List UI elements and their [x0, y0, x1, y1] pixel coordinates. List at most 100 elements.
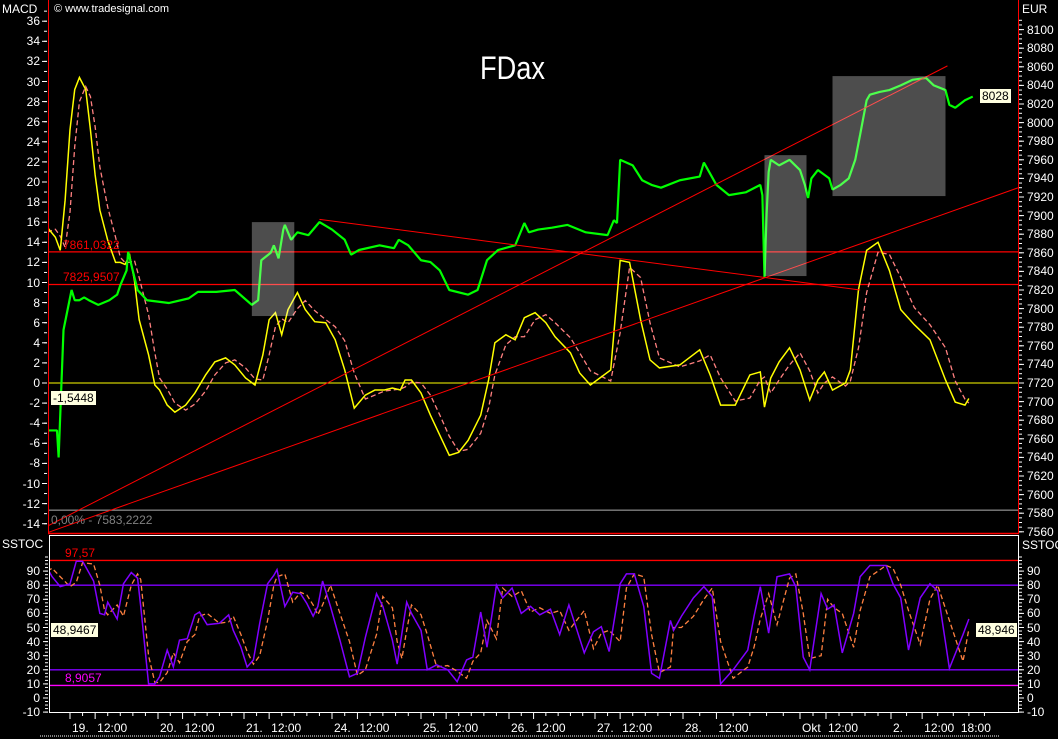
stoch-axis-tick-label-left: 50	[26, 620, 40, 635]
stoch-axis-tick-label-left: -10	[22, 705, 40, 720]
trendline	[49, 187, 1018, 533]
stoch-axis-tick-label-right: 50	[1027, 620, 1041, 635]
macd-axis-tick-label: 16	[26, 215, 40, 230]
stoch-panel	[50, 559, 1018, 687]
stoch-axis-tick-label-left: 0	[33, 691, 40, 705]
price-axis-tick-label: 7980	[1027, 134, 1054, 149]
stoch-axis-tick-label-right: 40	[1027, 634, 1041, 649]
macd-axis-tick-label: 32	[26, 54, 40, 69]
price-axis-tick-label: 7880	[1027, 227, 1054, 242]
time-axis-date-label: 2.	[893, 721, 904, 735]
last-stoch-label-right: 48,946	[976, 623, 1017, 637]
macd-axis-tick-label: 12	[26, 255, 40, 270]
chart-frame	[40, 0, 1024, 737]
time-axis-date-label: 21.	[246, 721, 263, 735]
price-axis-tick-label: 7600	[1027, 487, 1054, 502]
highlight-box	[832, 76, 946, 197]
horizontal-level-label: 0,00% - 7583,2222	[51, 513, 153, 528]
time-axis-time-label: 12:00	[359, 721, 390, 735]
price-axis-tick-label: 7900	[1027, 208, 1054, 223]
stoch-panel-border	[49, 535, 1019, 713]
time-axis-time-label: 12:00	[718, 721, 749, 735]
last-price-label: 8028	[980, 89, 1011, 103]
sstoc-label-right: SSTOC	[1022, 539, 1058, 551]
time-axis-time-label: 12:00	[535, 721, 566, 735]
price-axis-tick-label: 7860	[1027, 245, 1054, 260]
copyright-text[interactable]: © www.tradesignal.com	[54, 3, 170, 15]
time-axis-time-label: 12:00	[184, 721, 215, 735]
price-axis-tick-label: 8020	[1027, 97, 1054, 111]
macd-axis-tick-label: 22	[26, 154, 40, 169]
stoch-axis-tick-label-right: 10	[1027, 676, 1041, 691]
price-axis-tick-label: 7780	[1027, 320, 1054, 335]
time-axis-date-label: 25.	[423, 721, 440, 735]
stoch-axis-tick-label-left: 30	[26, 648, 40, 663]
price-axis-tick-label: 7940	[1027, 171, 1054, 186]
macd-axis-tick-label: 4	[33, 335, 40, 350]
macd-axis-tick-label: 8	[33, 295, 40, 310]
stoch-axis-tick-label-right: 0	[1027, 691, 1034, 705]
macd-axis-tick-label: 26	[26, 114, 40, 129]
macd-axis-label: MACD	[2, 2, 38, 16]
time-axis-time-label: 12:00	[924, 721, 955, 735]
price-axis-tick-label: 7680	[1027, 413, 1054, 428]
time-axis-time-label: 12:00	[448, 721, 479, 735]
price-axis-tick-label: 7620	[1027, 469, 1054, 483]
stoch-level-label: 8,9057	[65, 671, 102, 686]
stoch-axis-tick-label-right: 80	[1027, 578, 1041, 593]
macd-axis-tick-label: 14	[26, 235, 40, 250]
macd-axis-tick-label: 0	[33, 376, 40, 390]
time-axis-date-label: 24.	[334, 721, 351, 735]
price-axis-tick-label: 8000	[1027, 115, 1054, 130]
price-axis-tick-label: 7660	[1027, 431, 1054, 446]
macd-axis-tick-label: 10	[26, 275, 40, 290]
price-axis-tick-label: 7800	[1027, 301, 1054, 316]
macd-axis-tick-label: -6	[29, 436, 40, 451]
stoch-axis-tick-label-right: -10	[1027, 705, 1045, 720]
macd-axis-tick-label: -12	[22, 496, 40, 511]
price-axis-tick-label: 8060	[1027, 59, 1054, 74]
macd-axis-tick-label: 24	[26, 134, 40, 149]
price-axis-tick-label: 7740	[1027, 357, 1054, 372]
macd-axis-tick-label: 30	[26, 74, 40, 89]
horizontal-level-label: 7861,0322	[63, 237, 120, 252]
price-axis-tick-label: 8040	[1027, 78, 1054, 93]
stoch-axis-tick-label-right: 70	[1027, 592, 1041, 607]
price-axis-tick-label: 7840	[1027, 264, 1054, 279]
stoch-axis-tick-label-left: 60	[26, 606, 40, 621]
chart-title: FDax	[480, 50, 545, 86]
time-axis-time-label: 12:00	[828, 721, 859, 735]
macd-axis-tick-label: -4	[29, 416, 40, 431]
currency-axis-label: EUR	[1022, 2, 1048, 16]
stoch-axis-tick-label-right: 90	[1027, 564, 1041, 579]
stoch-axis-tick-label-left: 90	[26, 564, 40, 579]
stoch-axis-tick-label-left: 70	[26, 592, 40, 607]
macd-axis-tick-label: -10	[22, 476, 40, 491]
stoch-axis-tick-label-right: 60	[1027, 606, 1041, 621]
highlight-box	[764, 155, 807, 277]
price-axis-tick-label: 7760	[1027, 338, 1054, 353]
macd-axis-tick-label: -8	[29, 456, 40, 471]
macd-line	[49, 75, 970, 457]
time-axis-date-label: 28.	[685, 721, 702, 735]
trendline	[49, 65, 948, 526]
price-axis-tick-label: 7720	[1027, 376, 1054, 390]
trendline	[319, 218, 861, 291]
horizontal-level-label: 7825,9507	[63, 270, 120, 285]
stoch-k-line	[50, 560, 970, 686]
macd-axis-tick-label: 6	[33, 315, 40, 330]
time-axis-date-label: 19.	[72, 721, 89, 735]
price-axis-tick-label: 7580	[1027, 506, 1054, 521]
price-axis-tick-label: 7920	[1027, 190, 1054, 204]
macd-axis-tick-label: 28	[26, 94, 40, 109]
time-axis-time-label: 18:00	[960, 721, 991, 735]
stoch-d-line	[50, 561, 970, 684]
time-axis-date-label: Okt	[802, 721, 821, 735]
price-axis-tick-label: 7820	[1027, 283, 1054, 297]
time-axis-date-label: 27.	[597, 721, 614, 735]
sstoc-label-left: SSTOC	[2, 537, 44, 551]
time-axis-time-label: 12:00	[97, 721, 128, 735]
stoch-axis-tick-label-left: 80	[26, 578, 40, 593]
price-axis-tick-label: 7640	[1027, 450, 1054, 465]
macd-axis-tick-label: -14	[22, 516, 40, 531]
